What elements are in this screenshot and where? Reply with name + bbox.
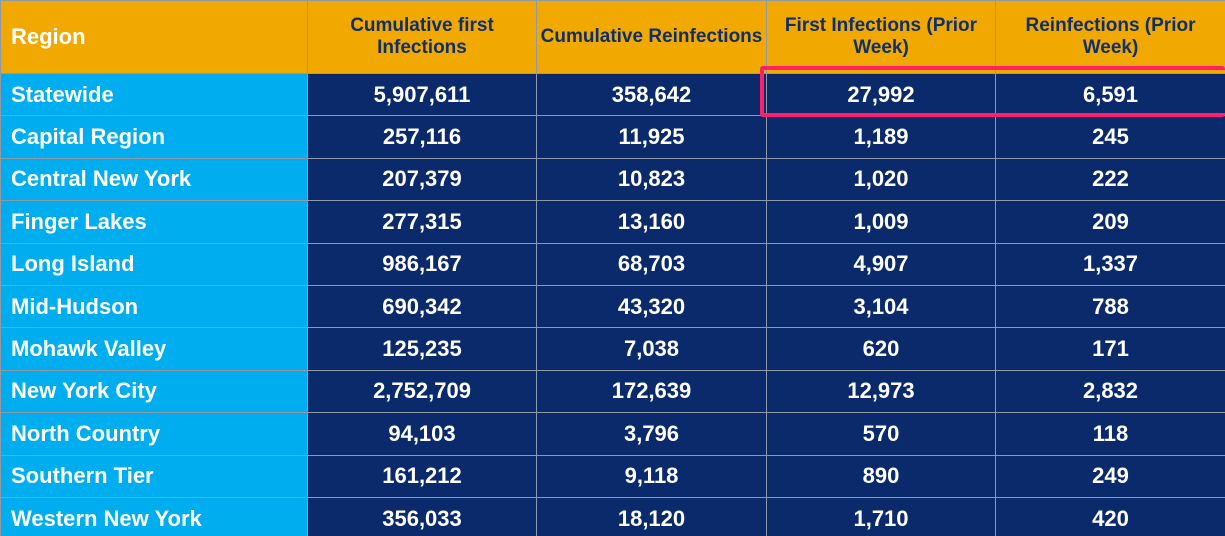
- column-header-region: Region: [0, 0, 308, 74]
- value-cell-cumulative-first-infections: 2,752,709: [307, 369, 537, 414]
- table-row-long-island: Long Island 986,167 68,703 4,907 1,337: [0, 242, 1225, 286]
- region-cell: Finger Lakes: [0, 200, 308, 244]
- column-header-reinfections-prior-week: Reinfections (Prior Week): [995, 0, 1225, 74]
- region-cell: Capital Region: [0, 115, 308, 159]
- value-cell-cumulative-first-infections: 125,235: [307, 327, 537, 371]
- value-cell-reinfections-prior-week: 245: [995, 115, 1225, 159]
- column-header-cumulative-reinfections: Cumulative Reinfections: [536, 0, 767, 74]
- value-cell-reinfections-prior-week: 788: [995, 284, 1225, 329]
- value-cell-first-infections-prior-week: 570: [766, 412, 996, 456]
- value-cell-cumulative-first-infections: 257,116: [307, 115, 537, 159]
- value-cell-reinfections-prior-week: 1,337: [995, 242, 1225, 286]
- value-cell-cumulative-reinfections: 11,925: [536, 115, 767, 159]
- value-cell-first-infections-prior-week: 1,710: [766, 496, 996, 536]
- value-cell-cumulative-first-infections: 277,315: [307, 200, 537, 244]
- value-cell-cumulative-first-infections: 356,033: [307, 496, 537, 536]
- value-cell-reinfections-prior-week: 249: [995, 454, 1225, 498]
- table-row-finger-lakes: Finger Lakes 277,315 13,160 1,009 209: [0, 200, 1225, 244]
- value-cell-cumulative-reinfections: 68,703: [536, 242, 767, 286]
- table-header: Region Cumulative first Infections Cumul…: [0, 0, 1225, 74]
- column-header-first-infections-prior-week: First Infections (Prior Week): [766, 0, 996, 74]
- value-cell-first-infections-prior-week: 4,907: [766, 242, 996, 286]
- region-cell: Southern Tier: [0, 454, 308, 498]
- value-cell-reinfections-prior-week: 2,832: [995, 369, 1225, 414]
- value-cell-reinfections-prior-week: 6,591: [995, 72, 1225, 117]
- value-cell-cumulative-first-infections: 94,103: [307, 412, 537, 456]
- table-row-north-country: North Country 94,103 3,796 570 118: [0, 412, 1225, 456]
- value-cell-reinfections-prior-week: 209: [995, 200, 1225, 244]
- table-row-capital-region: Capital Region 257,116 11,925 1,189 245: [0, 115, 1225, 159]
- value-cell-cumulative-first-infections: 207,379: [307, 157, 537, 202]
- statewide-prior-week-highlight: [760, 66, 1225, 117]
- table-row-western-new-york: Western New York 356,033 18,120 1,710 420: [0, 496, 1225, 536]
- value-cell-cumulative-reinfections: 18,120: [536, 496, 767, 536]
- value-cell-first-infections-prior-week: 1,189: [766, 115, 996, 159]
- value-cell-cumulative-reinfections: 7,038: [536, 327, 767, 371]
- region-cell: New York City: [0, 369, 308, 414]
- region-cell: Mid-Hudson: [0, 284, 308, 329]
- value-cell-cumulative-first-infections: 161,212: [307, 454, 537, 498]
- value-cell-cumulative-first-infections: 986,167: [307, 242, 537, 286]
- table-row-new-york-city: New York City 2,752,709 172,639 12,973 2,832: [0, 369, 1225, 414]
- value-cell-first-infections-prior-week: 1,020: [766, 157, 996, 202]
- value-cell-reinfections-prior-week: 171: [995, 327, 1225, 371]
- header-row: Region Cumulative first Infections Cumul…: [0, 0, 1225, 74]
- region-cell: Long Island: [0, 242, 308, 286]
- value-cell-cumulative-first-infections: 5,907,611: [307, 72, 537, 117]
- value-cell-cumulative-reinfections: 43,320: [536, 284, 767, 329]
- value-cell-reinfections-prior-week: 118: [995, 412, 1225, 456]
- value-cell-cumulative-reinfections: 9,118: [536, 454, 767, 498]
- value-cell-cumulative-reinfections: 172,639: [536, 369, 767, 414]
- table-row-mid-hudson: Mid-Hudson 690,342 43,320 3,104 788: [0, 284, 1225, 329]
- column-header-cumulative-first-infections: Cumulative first Infections: [307, 0, 537, 74]
- region-cell: Central New York: [0, 157, 308, 202]
- value-cell-first-infections-prior-week: 620: [766, 327, 996, 371]
- value-cell-first-infections-prior-week: 890: [766, 454, 996, 498]
- value-cell-first-infections-prior-week: 3,104: [766, 284, 996, 329]
- value-cell-first-infections-prior-week: 12,973: [766, 369, 996, 414]
- value-cell-first-infections-prior-week: 27,992: [766, 72, 996, 117]
- table-row-central-new-york: Central New York 207,379 10,823 1,020 222: [0, 157, 1225, 202]
- value-cell-reinfections-prior-week: 222: [995, 157, 1225, 202]
- table-row-southern-tier: Southern Tier 161,212 9,118 890 249: [0, 454, 1225, 498]
- table-row-mohawk-valley: Mohawk Valley 125,235 7,038 620 171: [0, 327, 1225, 371]
- region-cell: Mohawk Valley: [0, 327, 308, 371]
- value-cell-cumulative-reinfections: 13,160: [536, 200, 767, 244]
- value-cell-cumulative-reinfections: 10,823: [536, 157, 767, 202]
- region-cell: Statewide: [0, 72, 308, 117]
- value-cell-cumulative-first-infections: 690,342: [307, 284, 537, 329]
- value-cell-cumulative-reinfections: 3,796: [536, 412, 767, 456]
- value-cell-reinfections-prior-week: 420: [995, 496, 1225, 536]
- region-cell: North Country: [0, 412, 308, 456]
- table-body: Statewide 5,907,611 358,642 27,992 6,591 Capi…: [0, 72, 1225, 536]
- value-cell-first-infections-prior-week: 1,009: [766, 200, 996, 244]
- value-cell-cumulative-reinfections: 358,642: [536, 72, 767, 117]
- region-cell: Western New York: [0, 496, 308, 536]
